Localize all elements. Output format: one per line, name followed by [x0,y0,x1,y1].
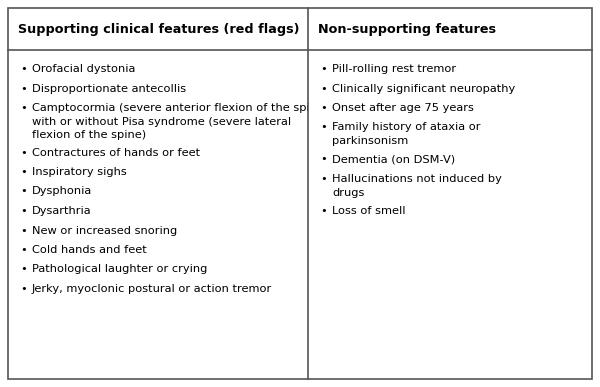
Text: Disproportionate antecollis: Disproportionate antecollis [32,84,186,94]
Text: •: • [20,245,27,255]
Text: New or increased snoring: New or increased snoring [32,226,177,236]
Text: Pill-rolling rest tremor: Pill-rolling rest tremor [332,64,456,74]
Text: •: • [20,206,27,216]
Text: Contractures of hands or feet: Contractures of hands or feet [32,147,200,158]
Text: •: • [320,84,327,94]
Text: Inspiratory sighs: Inspiratory sighs [32,167,127,177]
Text: •: • [20,64,27,74]
Text: Orofacial dystonia: Orofacial dystonia [32,64,136,74]
Text: Pathological laughter or crying: Pathological laughter or crying [32,264,208,274]
Text: •: • [20,84,27,94]
Text: •: • [20,226,27,236]
Text: Onset after age 75 years: Onset after age 75 years [332,103,474,113]
Text: •: • [20,147,27,158]
Text: •: • [320,174,327,184]
Text: Cold hands and feet: Cold hands and feet [32,245,147,255]
Text: Clinically significant neuropathy: Clinically significant neuropathy [332,84,515,94]
Text: •: • [320,206,327,216]
Text: Dementia (on DSM-V): Dementia (on DSM-V) [332,154,455,164]
Text: •: • [320,154,327,164]
Text: •: • [20,187,27,197]
Text: Loss of smell: Loss of smell [332,206,406,216]
Text: Jerky, myoclonic postural or action tremor: Jerky, myoclonic postural or action trem… [32,284,272,294]
Text: Dysphonia: Dysphonia [32,187,92,197]
Text: Non-supporting features: Non-supporting features [318,22,496,36]
Text: Camptocormia (severe anterior flexion of the spine)
with or without Pisa syndrom: Camptocormia (severe anterior flexion of… [32,103,328,140]
Text: Family history of ataxia or
parkinsonism: Family history of ataxia or parkinsonism [332,123,481,146]
Text: Hallucinations not induced by
drugs: Hallucinations not induced by drugs [332,174,502,198]
Text: •: • [320,123,327,132]
Text: •: • [20,264,27,274]
Text: •: • [320,64,327,74]
Text: •: • [20,103,27,113]
Text: •: • [20,284,27,294]
Text: •: • [20,167,27,177]
Text: Supporting clinical features (red flags): Supporting clinical features (red flags) [18,22,299,36]
Text: •: • [320,103,327,113]
Text: Dysarthria: Dysarthria [32,206,92,216]
